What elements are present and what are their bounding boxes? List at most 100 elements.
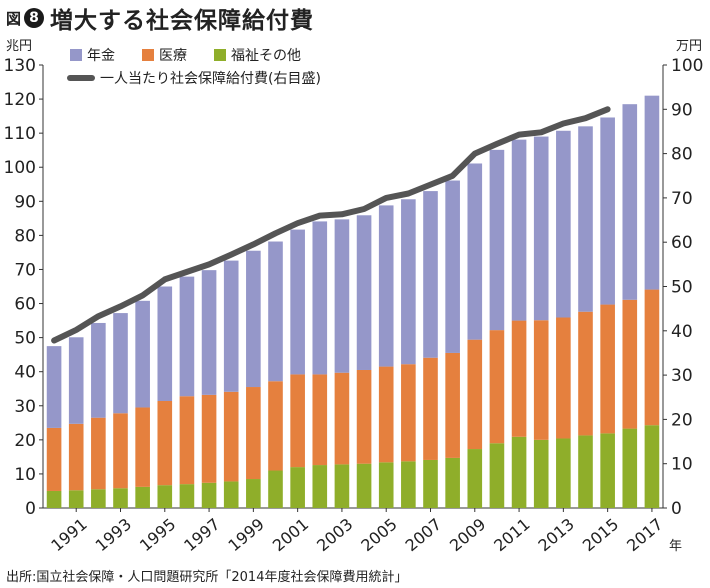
bar-segment-pension bbox=[622, 104, 638, 300]
bar-segment-medical bbox=[356, 369, 372, 464]
bar-segment-pension bbox=[467, 163, 483, 340]
bar-segment-welfare bbox=[91, 489, 106, 508]
source-note: 出所:国立社会保障・人口問題研究所「2014年度社会保障費用統計」 bbox=[6, 570, 408, 585]
bar-segment-pension bbox=[378, 205, 394, 367]
bar-segment-pension bbox=[68, 337, 84, 424]
bar-segment-pension bbox=[334, 219, 350, 373]
bar-segment-pension bbox=[246, 250, 261, 388]
x-axis-tick-label: 2003 bbox=[313, 515, 356, 556]
bar-segment-pension bbox=[113, 313, 128, 414]
bar-segment-welfare bbox=[201, 482, 217, 508]
left-axis-unit: 兆円 bbox=[6, 39, 32, 54]
x-axis-tick-label: 2005 bbox=[357, 515, 400, 556]
bar-segment-pension bbox=[600, 117, 615, 305]
x-axis-tick-label: 2009 bbox=[446, 515, 489, 556]
bar-segment-pension bbox=[533, 136, 549, 321]
bar-segment-welfare bbox=[113, 488, 128, 508]
bar-segment-welfare bbox=[533, 439, 549, 508]
bar-segment-welfare bbox=[46, 490, 62, 508]
legend-label-medical: 医療 bbox=[159, 47, 187, 64]
bar-segment-welfare bbox=[644, 425, 660, 508]
x-axis-tick-label: 1991 bbox=[47, 515, 90, 556]
stacked-bar-chart: 0 10 20 30 40 50 60 70 80 90 100 110 120 130 0 10 20 30 40… bbox=[4, 39, 704, 556]
legend-swatch-welfare bbox=[214, 49, 226, 61]
bar-segment-medical bbox=[556, 317, 571, 439]
bar-segment-pension bbox=[556, 130, 571, 318]
bar-segment-medical bbox=[113, 413, 128, 489]
right-axis-tick-label: 50 bbox=[671, 278, 693, 298]
bar-segment-welfare bbox=[578, 435, 593, 508]
bar-segment-medical bbox=[334, 372, 350, 465]
x-axis-unit: 年 bbox=[669, 539, 682, 554]
bar-segment-medical bbox=[644, 289, 660, 426]
x-axis-tick-label: 2017 bbox=[623, 515, 666, 556]
x-axis-tick-label: 1997 bbox=[180, 515, 223, 556]
right-axis-tick-label: 30 bbox=[671, 366, 693, 386]
bar-segment-medical bbox=[622, 299, 638, 429]
bar-segment-medical bbox=[467, 339, 483, 450]
bar-segment-medical bbox=[223, 391, 239, 482]
bar-segment-medical bbox=[533, 320, 549, 440]
bar-segment-pension bbox=[157, 286, 173, 401]
bar-segment-medical bbox=[600, 304, 615, 434]
bar-segment-medical bbox=[201, 394, 217, 483]
left-axis-tick-label: 60 bbox=[14, 295, 36, 315]
x-axis-tick-label: 2011 bbox=[490, 515, 533, 556]
bar-segment-welfare bbox=[290, 467, 305, 508]
bar-segment-pension bbox=[401, 199, 416, 365]
bar-segment-welfare bbox=[223, 481, 239, 508]
bar-segment-medical bbox=[157, 400, 173, 486]
left-axis-tick-label: 70 bbox=[14, 260, 36, 280]
bar-segment-medical bbox=[135, 407, 150, 487]
bar-segment-medical bbox=[445, 352, 460, 458]
bar-segment-welfare bbox=[600, 433, 615, 508]
legend-label-line: 一人当たり社会保障給付費(右目盛) bbox=[100, 71, 321, 87]
bar-segment-welfare bbox=[246, 479, 261, 508]
left-axis-tick-label: 40 bbox=[14, 363, 36, 383]
bar-segment-pension bbox=[511, 139, 527, 321]
bar-segment-medical bbox=[246, 387, 261, 480]
left-axis-tick-label: 0 bbox=[25, 499, 36, 519]
bar-segment-pension bbox=[268, 241, 283, 382]
bar-segment-welfare bbox=[312, 465, 328, 508]
left-axis-tick-label: 20 bbox=[14, 431, 36, 451]
x-axis-tick-label: 1993 bbox=[92, 515, 135, 556]
right-axis-tick-label: 40 bbox=[671, 322, 693, 342]
bar-segment-welfare bbox=[489, 443, 505, 508]
bar-segment-pension bbox=[423, 191, 438, 358]
bar-segment-welfare bbox=[556, 438, 571, 508]
bar-segment-welfare bbox=[622, 428, 638, 508]
bar-segment-welfare bbox=[179, 484, 195, 508]
bar-segment-pension bbox=[179, 276, 195, 397]
bar-segment-medical bbox=[312, 374, 328, 466]
left-axis-tick-label: 110 bbox=[4, 124, 36, 144]
bar-segment-medical bbox=[423, 357, 438, 460]
bar-segment-welfare bbox=[268, 470, 283, 508]
bar-segment-pension bbox=[91, 322, 106, 418]
legend-label-pension: 年金 bbox=[87, 48, 115, 64]
bar-segment-welfare bbox=[423, 459, 438, 508]
right-axis-tick-label: 80 bbox=[671, 145, 693, 165]
x-axis-tick-label: 1995 bbox=[136, 515, 179, 556]
left-axis-tick-label: 90 bbox=[14, 192, 36, 212]
x-axis-tick-label: 2007 bbox=[402, 515, 445, 556]
bar-segment-medical bbox=[290, 374, 305, 468]
bar-segment-welfare bbox=[157, 485, 173, 508]
bar-segment-welfare bbox=[378, 462, 394, 508]
bar-segment-pension bbox=[290, 229, 305, 375]
bar-segment-medical bbox=[378, 366, 394, 463]
left-axis-tick-label: 50 bbox=[14, 329, 36, 349]
legend-swatch-pension bbox=[70, 49, 82, 61]
figure-label: 図 bbox=[6, 9, 22, 28]
bar-segment-pension bbox=[46, 346, 62, 428]
bar-segment-medical bbox=[91, 417, 106, 490]
right-axis-tick-label: 10 bbox=[671, 455, 693, 475]
bar-segment-pension bbox=[489, 149, 505, 331]
legend-label-welfare: 福祉その他 bbox=[231, 48, 301, 64]
chart-title: 増大する社会保障給付費 bbox=[50, 8, 315, 34]
figure-header: 図 8 増大する社会保障給付費 bbox=[6, 4, 315, 34]
figure-number-badge: 8 bbox=[24, 8, 45, 28]
bar-segment-medical bbox=[401, 364, 416, 462]
left-axis-tick-label: 10 bbox=[14, 465, 36, 485]
x-axis-tick-label: 2013 bbox=[535, 515, 578, 556]
